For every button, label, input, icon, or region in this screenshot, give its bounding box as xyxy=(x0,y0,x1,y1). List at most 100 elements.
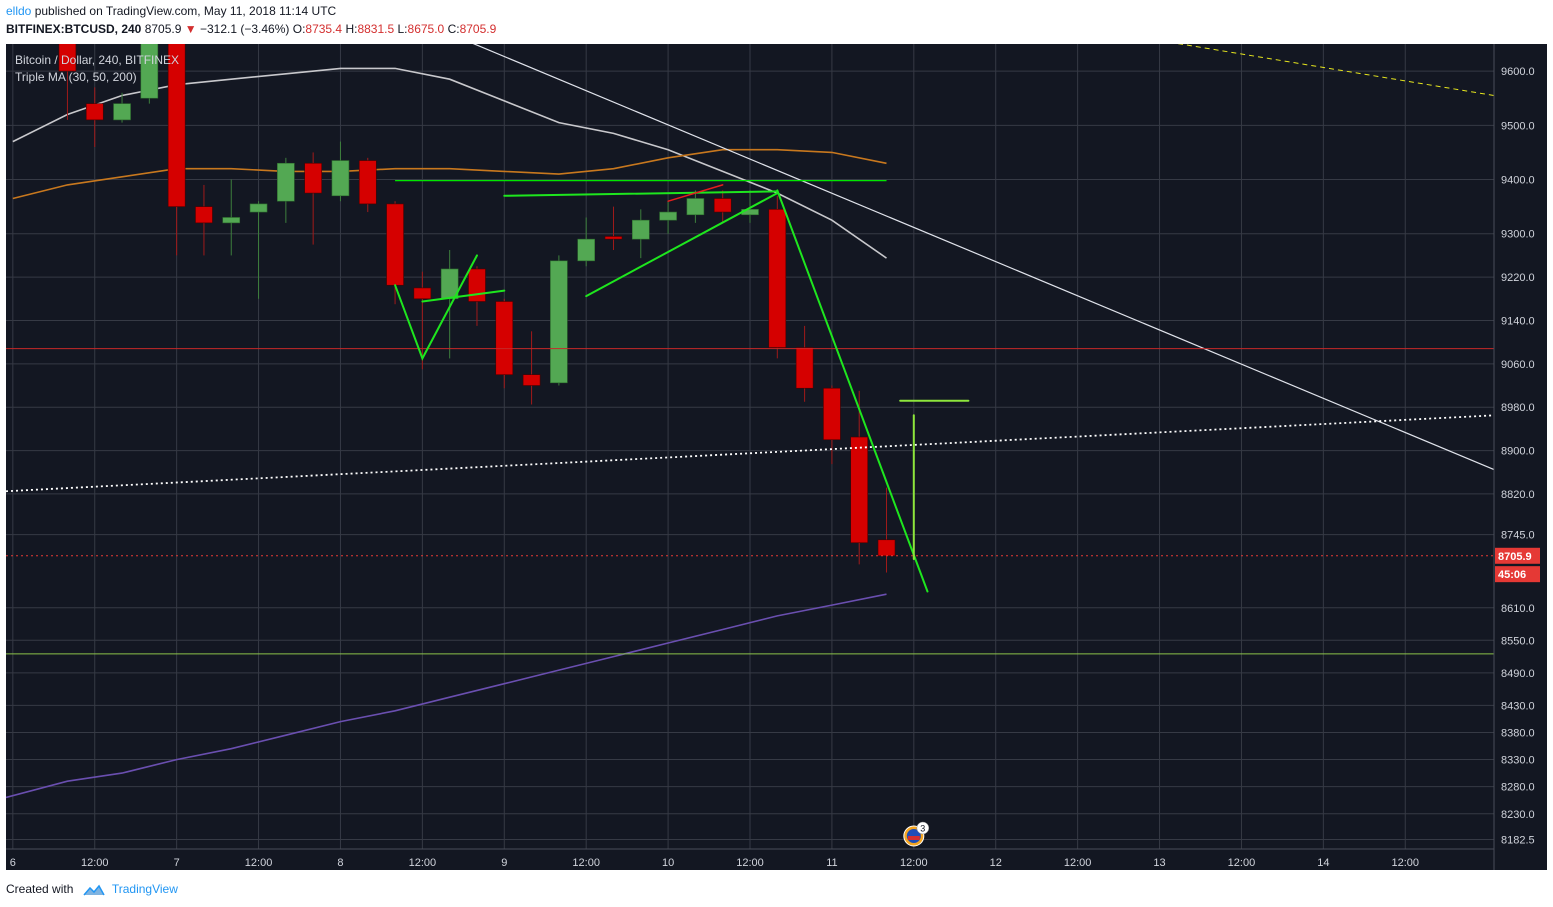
y-tick-label: 9060.0 xyxy=(1501,359,1535,371)
x-tick-label: 12:00 xyxy=(736,857,764,869)
time-axis[interactable]: 6 12:00 7 12:00 8 12:00 9 12:00 10 12:00 11 12:00 12… xyxy=(10,857,1419,869)
candle-body xyxy=(522,374,541,386)
drawing-path xyxy=(394,254,478,361)
price-label-text: 8705.9 xyxy=(1498,551,1532,563)
chart-area[interactable]: Bitcoin / Dollar, 240, BITFINEX Triple M… xyxy=(5,16,1547,870)
x-tick-label: 11 xyxy=(826,857,837,869)
close-value: 8705.9 xyxy=(459,22,497,36)
candle-body xyxy=(358,160,377,205)
candle-body xyxy=(468,268,486,302)
symbol-line: BITFINEX:BTCUSD, 240 8705.9 ▼ −312.1 (−3… xyxy=(6,22,496,36)
y-tick-label: 9140.0 xyxy=(1501,315,1535,327)
candle-body xyxy=(222,217,241,224)
tradingview-logo-icon xyxy=(83,884,105,896)
grid xyxy=(6,44,1494,849)
y-tick-label: 9600.0 xyxy=(1501,66,1535,78)
price-change: −312.1 (−3.46%) xyxy=(199,22,290,36)
y-tick-label: 8182.5 xyxy=(1501,835,1535,847)
y-tick-label: 8610.0 xyxy=(1501,603,1535,615)
candlestick-chart[interactable]: Bitcoin / Dollar, 240, BITFINEX Triple M… xyxy=(5,16,1547,870)
candle-body xyxy=(659,211,677,221)
drawing-path xyxy=(421,289,506,303)
low-label: L: xyxy=(397,22,408,36)
y-tick-label: 8745.0 xyxy=(1501,530,1535,542)
y-tick-label: 8490.0 xyxy=(1501,668,1535,680)
legend-title: Bitcoin / Dollar, 240, BITFINEX xyxy=(15,53,179,67)
candle-body xyxy=(413,287,432,300)
candle-body xyxy=(386,203,404,286)
x-tick-label: 12:00 xyxy=(1228,857,1256,869)
candle-body xyxy=(795,347,814,389)
drawing-path xyxy=(776,189,929,593)
y-tick-label: 8900.0 xyxy=(1501,446,1535,458)
open-label: O: xyxy=(292,22,306,36)
candle-body xyxy=(823,387,841,441)
event-badge-count: 3 xyxy=(920,824,925,834)
x-tick-label: 10 xyxy=(662,857,674,869)
candle-body xyxy=(604,236,623,240)
drawings xyxy=(5,16,1495,655)
candle-body xyxy=(877,539,896,557)
candle-body xyxy=(249,203,268,213)
x-tick-label: 12 xyxy=(990,857,1002,869)
y-tick-label: 8980.0 xyxy=(1501,402,1535,414)
y-tick-label: 9500.0 xyxy=(1501,120,1535,132)
low-value: 8675.0 xyxy=(407,22,445,36)
y-tick-label: 8280.0 xyxy=(1501,782,1535,794)
close-label: C: xyxy=(447,22,460,36)
moving-averages xyxy=(5,67,887,799)
candle-body xyxy=(495,301,514,375)
candle-body xyxy=(304,162,322,194)
footer: Created with TradingView xyxy=(0,870,1553,907)
y-tick-label: 8550.0 xyxy=(1501,635,1535,647)
x-tick-label: 12:00 xyxy=(81,857,109,869)
candle-body xyxy=(167,27,186,207)
candle-body xyxy=(631,219,650,240)
candle-body xyxy=(768,209,787,348)
candle-body xyxy=(686,198,705,216)
open-value: 8735.4 xyxy=(305,22,343,36)
header: elldo published on TradingView.com, May … xyxy=(0,0,1553,44)
candle-body xyxy=(277,162,295,202)
drawing-path xyxy=(503,190,779,197)
created-text: Created with xyxy=(6,882,74,896)
y-tick-label: 8380.0 xyxy=(1501,727,1535,739)
y-tick-label: 8230.0 xyxy=(1501,809,1535,821)
chart-background xyxy=(6,44,1547,870)
price-label-text: 45:06 xyxy=(1498,569,1526,581)
publisher-link[interactable]: elldo xyxy=(6,4,32,18)
ma-line xyxy=(12,67,887,259)
last-price: 8705.9 xyxy=(144,22,182,36)
x-tick-label: 12:00 xyxy=(245,857,273,869)
y-tick-label: 8430.0 xyxy=(1501,700,1535,712)
x-tick-label: 12:00 xyxy=(1064,857,1092,869)
event-marker[interactable]: 3 xyxy=(903,821,930,847)
ma-line xyxy=(5,593,887,799)
trend-line xyxy=(422,21,1495,471)
y-tick-label: 9300.0 xyxy=(1501,229,1535,241)
price-label-box xyxy=(1495,566,1540,583)
candles xyxy=(58,16,896,573)
x-tick-label: 12:00 xyxy=(572,857,600,869)
candle-body xyxy=(113,103,131,121)
x-tick-label: 12:00 xyxy=(409,857,437,869)
price-label-box xyxy=(1495,547,1540,564)
candle-body xyxy=(85,103,104,121)
y-tick-label: 9400.0 xyxy=(1501,175,1535,187)
x-tick-label: 12:00 xyxy=(1392,857,1420,869)
x-tick-label: 14 xyxy=(1317,857,1329,869)
ma-line xyxy=(12,148,887,200)
legend-indicator: Triple MA (30, 50, 200) xyxy=(15,70,137,84)
price-axis[interactable]: 9600.0 9500.0 9400.0 9300.0 9220.0 9140.0 9060… xyxy=(1501,66,1535,846)
flag-stripe xyxy=(907,836,920,840)
tradingview-link[interactable]: TradingView xyxy=(111,882,178,896)
price-labels: 8705.9 45:06 xyxy=(1495,547,1540,583)
candle-body xyxy=(550,260,568,384)
x-tick-label: 9 xyxy=(501,857,507,869)
y-tick-label: 9220.0 xyxy=(1501,272,1535,284)
x-tick-label: 6 xyxy=(10,857,16,869)
published-text: published on TradingView.com, May 11, 20… xyxy=(34,4,337,18)
x-tick-label: 12:00 xyxy=(900,857,928,869)
x-tick-label: 7 xyxy=(174,857,180,869)
trend-line xyxy=(5,414,1495,493)
